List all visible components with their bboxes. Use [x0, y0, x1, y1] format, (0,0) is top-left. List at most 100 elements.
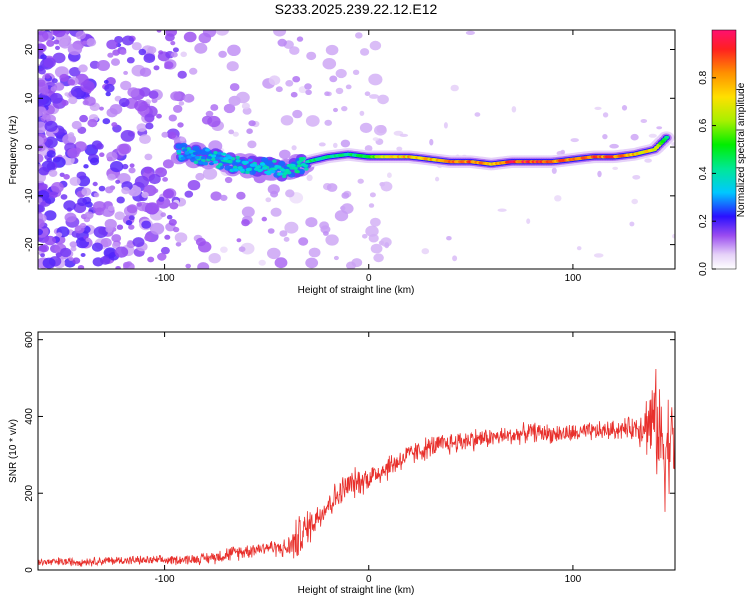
- noise-speckle: [38, 121, 48, 134]
- noise-speckle: [291, 145, 297, 151]
- ridge-core: [290, 163, 296, 168]
- noise-speckle: [56, 232, 63, 238]
- ridge-halo: [218, 162, 223, 167]
- noise-speckle: [602, 112, 609, 118]
- noise-speckle: [144, 153, 153, 161]
- noise-speckle: [474, 112, 481, 117]
- noise-speckle: [49, 191, 58, 199]
- y-tick-label: -10: [24, 188, 35, 203]
- noise-speckle: [197, 262, 210, 269]
- noise-speckle: [156, 30, 162, 33]
- noise-speckle: [279, 230, 288, 237]
- noise-speckle: [63, 200, 76, 211]
- noise-speckle: [656, 126, 663, 130]
- noise-speckle: [228, 129, 235, 135]
- ridge-halo: [297, 168, 305, 175]
- noise-speckle: [38, 136, 44, 146]
- noise-speckle: [335, 87, 344, 95]
- noise-speckle: [116, 196, 125, 204]
- ridge-core: [235, 159, 241, 163]
- noise-speckle: [74, 141, 87, 152]
- noise-speckle: [49, 92, 63, 104]
- noise-speckle: [110, 161, 124, 173]
- ridge-halo: [180, 142, 188, 149]
- noise-speckle: [290, 91, 298, 98]
- noise-speckle: [48, 169, 58, 177]
- noise-speckle: [63, 174, 70, 180]
- noise-speckle: [134, 100, 149, 112]
- noise-speckle: [139, 67, 152, 77]
- noise-speckle: [247, 140, 257, 149]
- noise-speckle: [306, 174, 313, 182]
- noise-speckle: [224, 176, 233, 184]
- snr-y-axis-label: SNR (10 * v/v): [8, 419, 19, 483]
- colorbar-axes: 0.0 0.2 0.4 0.6 0.8: [698, 29, 737, 276]
- noise-speckle: [223, 103, 236, 114]
- ridge-halo: [228, 159, 233, 164]
- noise-speckle: [220, 246, 228, 253]
- noise-speckle: [602, 134, 608, 140]
- ridge-core: [247, 158, 253, 162]
- noise-speckle: [162, 189, 174, 199]
- noise-speckle: [50, 86, 57, 92]
- noise-speckle: [170, 91, 182, 101]
- noise-speckle: [227, 44, 241, 56]
- ridge-halo: [281, 174, 287, 179]
- noise-speckle: [38, 261, 42, 268]
- noise-speckle: [38, 204, 45, 213]
- noise-speckle: [75, 30, 86, 40]
- noise-speckle: [452, 255, 458, 262]
- noise-speckle: [44, 136, 58, 148]
- ridge-core: [278, 172, 284, 176]
- y-tick-label: 0: [24, 567, 35, 573]
- noise-speckle: [85, 201, 93, 208]
- noise-speckle: [305, 217, 318, 228]
- noise-speckle: [107, 205, 115, 212]
- noise-speckle: [298, 237, 309, 246]
- noise-speckle: [373, 253, 384, 263]
- noise-speckle: [38, 30, 49, 42]
- noise-speckle: [175, 242, 182, 247]
- noise-speckle: [296, 36, 304, 42]
- noise-speckle: [51, 182, 64, 193]
- noise-speckle: [372, 137, 379, 142]
- noise-speckle: [364, 145, 373, 152]
- noise-speckle: [593, 253, 604, 258]
- noise-speckle: [52, 52, 66, 64]
- noise-speckle: [215, 30, 229, 36]
- ridge-core: [239, 168, 245, 172]
- noise-speckle: [38, 94, 47, 107]
- noise-speckle: [67, 43, 83, 56]
- noise-speckle: [160, 212, 166, 218]
- noise-speckle: [279, 149, 291, 160]
- x-tick-label: -100: [155, 574, 175, 585]
- noise-speckle: [435, 176, 440, 182]
- ridge-halo: [215, 165, 221, 169]
- noise-speckle: [346, 261, 356, 269]
- noise-speckle: [127, 87, 140, 98]
- noise-speckle: [446, 236, 452, 241]
- noise-speckle: [198, 241, 212, 253]
- noise-speckle: [185, 263, 191, 269]
- noise-speckle: [111, 234, 122, 243]
- ridge-core: [233, 168, 239, 172]
- noise-speckle: [99, 106, 104, 111]
- noise-speckle: [632, 175, 641, 180]
- noise-speckle: [44, 120, 58, 132]
- ridge-core: [223, 157, 229, 161]
- noise-speckle: [87, 119, 98, 128]
- noise-speckle: [86, 38, 97, 47]
- noise-speckle: [156, 113, 162, 119]
- ridge-core: [186, 155, 192, 159]
- noise-speckle: [369, 40, 382, 51]
- noise-speckle: [275, 86, 283, 93]
- noise-speckle: [357, 178, 364, 184]
- noise-speckle: [38, 110, 42, 117]
- noise-speckle: [341, 106, 348, 112]
- noise-speckle: [597, 170, 602, 178]
- noise-speckle: [141, 191, 149, 198]
- noise-speckle: [67, 147, 80, 159]
- noise-speckle: [69, 176, 81, 186]
- noise-speckle: [238, 246, 246, 252]
- noise-speckle: [187, 180, 201, 191]
